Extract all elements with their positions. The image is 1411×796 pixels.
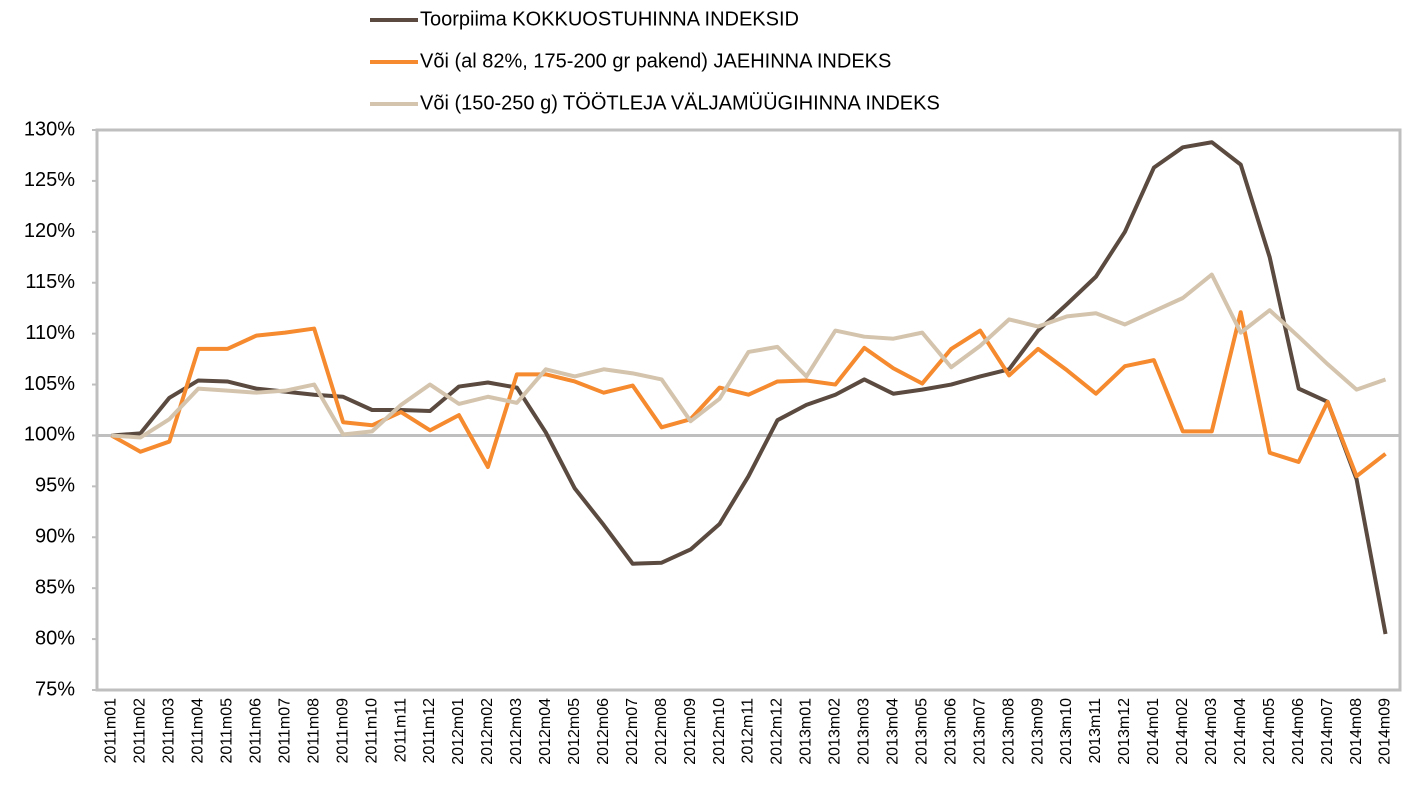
series-line xyxy=(111,272,1387,440)
plot-frame xyxy=(95,128,1402,692)
x-tick-label: 2013m04 xyxy=(884,698,901,765)
x-tick-label: 2012m01 xyxy=(450,698,467,765)
x-tick-label: 2014m05 xyxy=(1261,698,1278,765)
x-tick-label: 2011m04 xyxy=(190,698,207,764)
x-tick-label: 2013m11 xyxy=(1087,698,1104,764)
y-tick-label: 90% xyxy=(35,526,75,548)
y-tick-label: 110% xyxy=(25,322,75,344)
x-tick-label: 2012m12 xyxy=(769,698,786,765)
x-tick-label: 2011m12 xyxy=(421,698,438,764)
x-tick-label: 2014m01 xyxy=(1145,698,1162,765)
x-tick-label: 2011m10 xyxy=(363,698,380,764)
y-tick-label: 125% xyxy=(24,169,75,191)
x-tick-label: 2013m10 xyxy=(1058,698,1075,765)
legend-label: Või (150-250 g) TÖÖTLEJA VÄLJAMÜÜGIHINNA… xyxy=(420,92,940,114)
x-tick-label: 2014m04 xyxy=(1232,698,1249,765)
y-tick-label: 100% xyxy=(24,424,75,446)
series-line xyxy=(111,140,1388,635)
x-tick-label: 2012m05 xyxy=(566,698,583,765)
x-tick-label: 2014m08 xyxy=(1348,698,1365,765)
x-tick-label: 2011m03 xyxy=(161,698,178,764)
x-tick-label: 2011m08 xyxy=(305,698,322,764)
x-tick-label: 2013m12 xyxy=(1116,698,1133,765)
x-tick-label: 2012m09 xyxy=(682,698,699,765)
y-tick-label: 80% xyxy=(35,627,75,649)
x-tick-label: 2011m02 xyxy=(132,698,149,764)
x-tick-label: 2012m11 xyxy=(740,698,757,764)
x-tick-label: 2013m07 xyxy=(971,698,988,765)
x-tick-label: 2013m09 xyxy=(1029,698,1046,765)
series-line xyxy=(110,310,1387,479)
x-tick-label: 2014m09 xyxy=(1377,698,1394,765)
x-tick-label: 2011m07 xyxy=(276,698,293,764)
y-tick-label: 75% xyxy=(35,678,75,700)
x-tick-label: 2014m03 xyxy=(1203,698,1220,765)
y-tick-label: 85% xyxy=(35,576,75,598)
y-tick-label: 95% xyxy=(35,475,75,497)
x-tick-label: 2012m06 xyxy=(595,698,612,765)
x-tick-label: 2013m02 xyxy=(827,698,844,765)
x-tick-label: 2011m05 xyxy=(219,698,236,764)
x-tick-label: 2012m04 xyxy=(537,698,554,765)
x-tick-label: 2012m03 xyxy=(508,698,525,765)
x-tick-label: 2011m09 xyxy=(334,698,351,764)
x-tick-label: 2012m08 xyxy=(653,698,670,765)
x-tick-label: 2014m06 xyxy=(1290,698,1307,765)
y-tick-label: 130% xyxy=(24,118,75,140)
legend-label: Toorpiima KOKKUOSTUHINNA INDEKSID xyxy=(420,8,799,30)
legend-label: Või (al 82%, 175-200 gr pakend) JAEHINNA… xyxy=(420,50,891,72)
x-tick-label: 2013m06 xyxy=(942,698,959,765)
y-tick-label: 120% xyxy=(24,220,75,242)
y-tick-label: 115% xyxy=(25,271,75,293)
x-tick-label: 2011m01 xyxy=(103,698,120,764)
y-tick-label: 105% xyxy=(24,373,75,395)
x-tick-label: 2013m08 xyxy=(1000,698,1017,765)
x-tick-label: 2013m01 xyxy=(798,698,815,765)
x-tick-label: 2012m10 xyxy=(711,698,728,765)
x-tick-label: 2014m07 xyxy=(1319,698,1336,765)
x-tick-label: 2011m11 xyxy=(392,698,409,762)
x-tick-label: 2012m07 xyxy=(624,698,641,765)
x-tick-label: 2011m06 xyxy=(247,698,264,764)
x-tick-label: 2012m02 xyxy=(479,698,496,765)
x-tick-label: 2014m02 xyxy=(1174,698,1191,765)
x-tick-label: 2013m03 xyxy=(856,698,873,765)
x-tick-label: 2013m05 xyxy=(913,698,930,765)
